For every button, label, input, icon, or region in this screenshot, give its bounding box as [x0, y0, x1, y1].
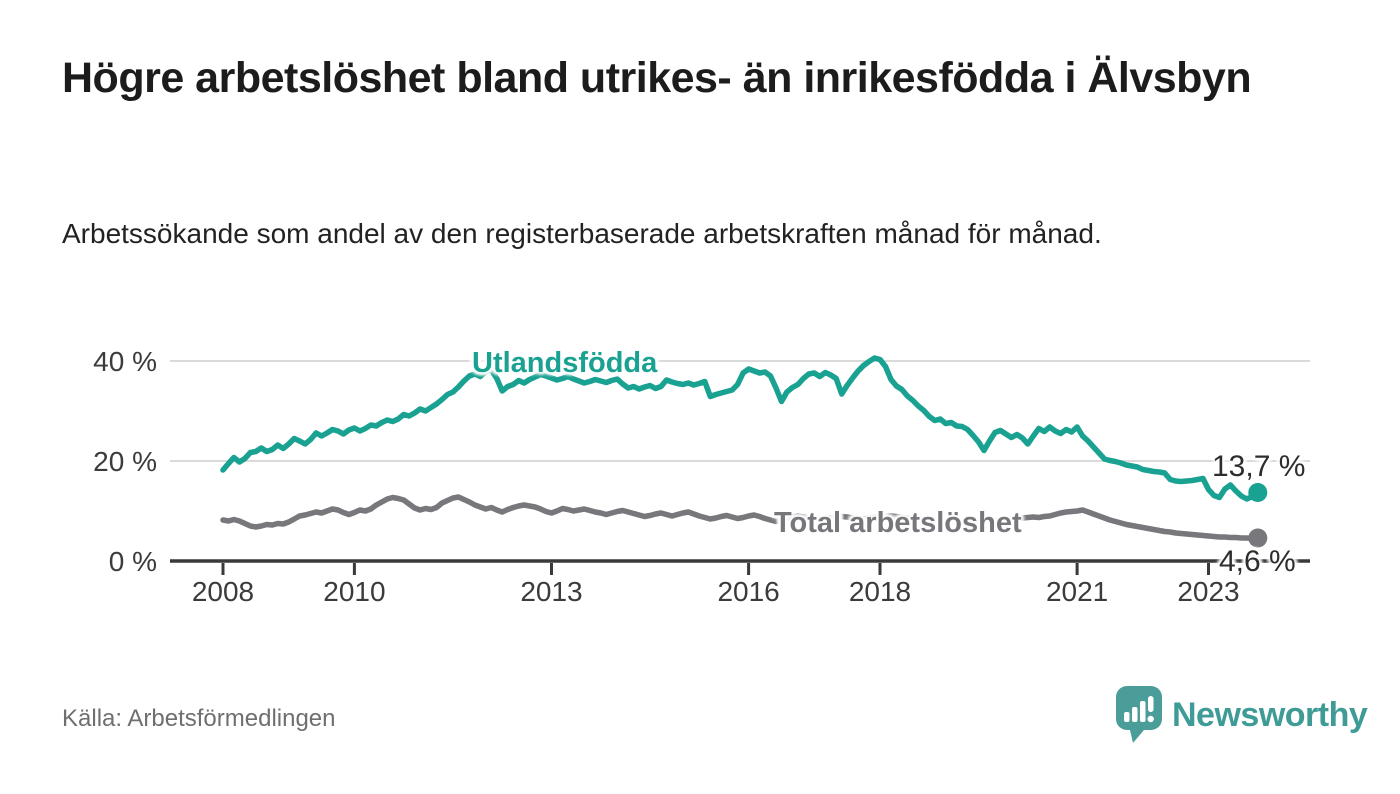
y-tick-label: 40 % [93, 346, 157, 377]
source-note: Källa: Arbetsförmedlingen [62, 705, 336, 732]
x-tick-label: 2016 [717, 576, 779, 607]
brand-name: Newsworthy [1172, 696, 1368, 734]
end-value-label-total: 4,6 % [1219, 545, 1296, 578]
x-tick-label: 2010 [323, 576, 385, 607]
x-tick-label: 2013 [520, 576, 582, 607]
series-line-utlandsfodda [220, 355, 1261, 502]
x-tick-label: 2008 [192, 576, 254, 607]
x-tick-label: 2018 [849, 576, 911, 607]
newsworthy-logo-icon [1116, 686, 1162, 743]
x-tick-label: 2023 [1177, 576, 1239, 607]
series-end-dot-total [1248, 528, 1268, 548]
series-label-utlandsfodda: Utlandsfödda [472, 347, 658, 379]
series-end-dot-utlandsfodda [1248, 483, 1268, 502]
x-tick-label: 2021 [1046, 576, 1108, 607]
series-label-total-arbetsloshet: Total arbetslöshet [774, 507, 1022, 539]
y-tick-label: 20 % [93, 446, 157, 477]
page-title: Högre arbetslöshet bland utrikes- än inr… [62, 54, 1252, 102]
series-line-total [220, 494, 1261, 542]
end-value-label-utlandsfodda: 13,7 % [1212, 450, 1306, 483]
y-tick-label: 0 % [109, 546, 157, 577]
newsworthy-brand: Newsworthy [1116, 686, 1368, 744]
page-subtitle: Arbetssökande som andel av den registerb… [62, 218, 1102, 249]
